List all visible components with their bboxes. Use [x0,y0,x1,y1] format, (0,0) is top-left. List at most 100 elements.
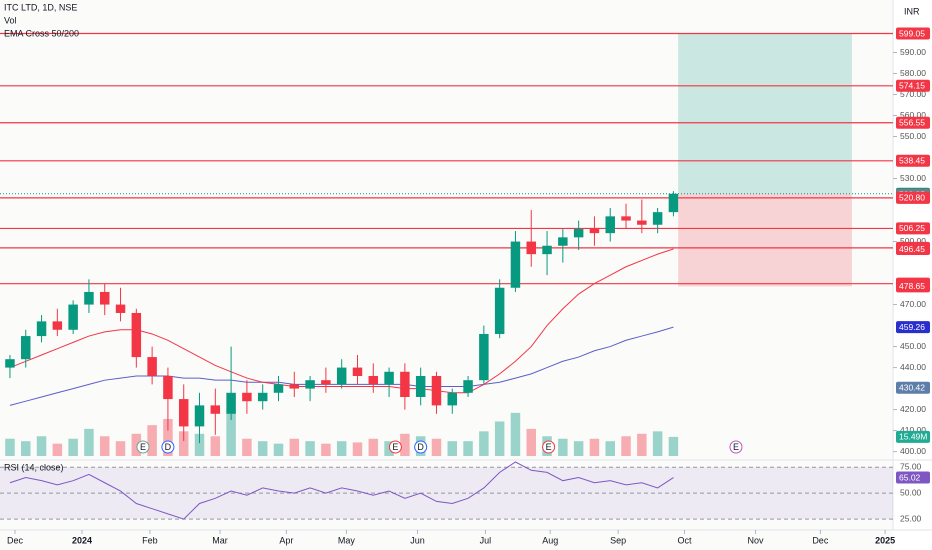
price-label: 538.45 [899,156,925,166]
candle-body [668,193,679,213]
volume-bar [257,441,268,456]
candle-body [431,375,442,406]
volume-bar [573,441,584,456]
candle-body [5,359,15,368]
rsi-tick-label: 75.00 [900,461,922,471]
candle-body [494,287,505,334]
x-tick-label: Mar [212,535,228,545]
volume-bar [637,433,647,456]
volume-bar [226,412,236,456]
volume-bar [463,441,473,456]
y-tick-label: 550.00 [900,131,926,141]
candle-body [352,367,363,376]
event-marker [729,440,743,454]
y-tick-label: 580.00 [900,68,926,78]
stop-zone [678,193,852,287]
volume-bar [210,436,221,456]
price-label-box [896,381,930,394]
y-tick-label: 440.00 [900,362,926,372]
price-label-box [896,116,930,129]
volume-bar [431,438,442,456]
volume-bar [558,438,568,456]
candle-body [194,405,205,427]
candle-body [257,392,268,402]
volume-bar [384,441,394,456]
candle-body [226,392,236,414]
volume-bar [84,428,94,456]
volume-bar [494,421,505,456]
price-label: 556.55 [899,118,925,128]
volume-bar [147,425,157,456]
y-tick-label: 400.00 [900,446,926,456]
ema-legend: EMA Cross 50/200 [4,28,79,38]
candle-body [637,220,647,225]
x-tick-label: Feb [142,535,158,545]
x-tick-label: Jul [480,535,492,545]
candle-body [210,405,221,414]
event-label: D [417,442,424,452]
volume-bar [52,443,63,456]
event-label: E [733,442,739,452]
x-tick-label: Dec [812,535,829,545]
volume-label-box [896,430,930,443]
candle-body [305,380,315,389]
candle-body [479,333,489,381]
candle-body [368,375,379,385]
price-label-box [896,280,930,293]
candle-body [400,371,410,397]
volume-bar [526,428,536,456]
currency[interactable]: INR [904,6,920,16]
volume-bar [131,433,142,456]
rsi-legend: RSI (14, close) [4,462,64,472]
volume-bar [589,438,600,456]
price-label: 478.65 [899,281,925,291]
volume-bar [5,438,15,456]
price-label: 430.42 [899,382,925,392]
candle-body [178,399,189,427]
x-tick-label: 2025 [875,535,895,545]
x-tick-label: Nov [748,535,765,545]
volume-bar [400,433,410,456]
volume-bar [242,438,252,456]
candle-body [242,392,252,402]
y-tick-label: 500.00 [900,236,926,246]
candle-body [163,375,173,400]
rsi-tick-label: 50.00 [900,487,922,497]
volume-bar [652,431,663,456]
rsi-label-box [896,471,930,484]
volume-bar [115,441,126,456]
candle-body [463,380,473,393]
symbol-title: ITC LTD, 1D, NSE [4,2,77,12]
volume-bar [21,441,31,456]
candle-body [147,357,157,376]
candle-body [573,228,584,238]
y-tick-label: 530.00 [900,173,926,183]
candle-body [36,321,47,337]
y-tick-label: 590.00 [900,47,926,57]
volume-bar [99,436,110,456]
x-tick-label: Jun [410,535,425,545]
rsi-tick-label: 25.00 [900,513,922,523]
candle-body [652,212,663,225]
volume-bar [305,441,315,456]
x-tick-label: Dec [7,535,24,545]
y-tick-label: 450.00 [900,341,926,351]
candle-body [447,392,458,406]
volume-bar [479,431,489,456]
volume-bar [163,419,173,456]
price-label-box [896,243,930,256]
volume-bar [321,443,331,456]
candle-body [526,241,536,255]
event-label: E [140,442,146,452]
price-label-box [896,27,930,40]
y-tick-label: 560.00 [900,110,926,120]
event-marker [542,440,556,454]
candle-body [52,321,63,330]
volume-bar [605,441,615,456]
candle-body [415,375,426,397]
volume-bar [289,438,300,456]
volume-bar [352,442,363,456]
volume-label: 15.49M [899,432,927,442]
volume-bar [621,436,631,456]
